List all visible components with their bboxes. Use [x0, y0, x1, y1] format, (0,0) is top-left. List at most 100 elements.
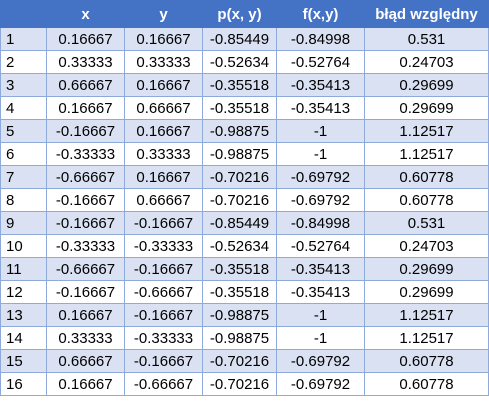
cell-index: 12 — [0, 280, 47, 304]
cell-p: -0.52634 — [202, 234, 277, 258]
cell-y: -0.33333 — [124, 326, 203, 350]
header-x: x — [46, 0, 125, 28]
cell-relative-error: 0.60778 — [364, 349, 489, 373]
cell-x: 0.66667 — [46, 73, 125, 97]
cell-y: -0.33333 — [124, 234, 203, 258]
cell-relative-error: 0.531 — [364, 27, 489, 51]
cell-p: -0.98875 — [202, 303, 277, 327]
cell-index: 2 — [0, 50, 47, 74]
cell-x: 0.66667 — [46, 349, 125, 373]
cell-f: -0.52764 — [276, 234, 365, 258]
cell-p: -0.70216 — [202, 349, 277, 373]
cell-y: 0.33333 — [124, 50, 203, 74]
cell-f: -0.35413 — [276, 73, 365, 97]
cell-f: -0.52764 — [276, 50, 365, 74]
cell-p: -0.98875 — [202, 326, 277, 350]
cell-index: 9 — [0, 211, 47, 235]
cell-f: -0.35413 — [276, 96, 365, 120]
cell-f: -0.35413 — [276, 280, 365, 304]
header-f: f(x,y) — [276, 0, 365, 28]
cell-f: -1 — [276, 119, 365, 143]
cell-f: -0.35413 — [276, 257, 365, 281]
cell-x: 0.16667 — [46, 27, 125, 51]
cell-y: 0.66667 — [124, 188, 203, 212]
cell-index: 14 — [0, 326, 47, 350]
cell-relative-error: 0.60778 — [364, 372, 489, 396]
header-p: p(x, y) — [202, 0, 277, 28]
cell-relative-error: 0.29699 — [364, 280, 489, 304]
table-header: x y p(x, y) f(x,y) błąd względny — [0, 0, 489, 28]
cell-p: -0.98875 — [202, 142, 277, 166]
table-body: 1 0.16667 0.16667 -0.85449 -0.84998 0.531 2 0.3… — [0, 27, 489, 396]
table-row: 5 -0.16667 0.16667 -0.98875 -1 1.12517 — [0, 119, 489, 143]
cell-y: 0.16667 — [124, 27, 203, 51]
cell-index: 13 — [0, 303, 47, 327]
cell-f: -1 — [276, 142, 365, 166]
cell-x: -0.66667 — [46, 165, 125, 189]
cell-y: -0.66667 — [124, 372, 203, 396]
cell-relative-error: 1.12517 — [364, 326, 489, 350]
cell-y: 0.16667 — [124, 73, 203, 97]
cell-f: -0.69792 — [276, 188, 365, 212]
cell-y: 0.16667 — [124, 119, 203, 143]
cell-index: 6 — [0, 142, 47, 166]
cell-relative-error: 0.531 — [364, 211, 489, 235]
cell-f: -1 — [276, 303, 365, 327]
cell-f: -1 — [276, 326, 365, 350]
cell-index: 16 — [0, 372, 47, 396]
cell-p: -0.52634 — [202, 50, 277, 74]
table-row: 6 -0.33333 0.33333 -0.98875 -1 1.12517 — [0, 142, 489, 166]
cell-f: -0.69792 — [276, 372, 365, 396]
cell-x: -0.16667 — [46, 188, 125, 212]
cell-index: 15 — [0, 349, 47, 373]
header-y: y — [124, 0, 203, 28]
cell-y: -0.66667 — [124, 280, 203, 304]
cell-relative-error: 0.29699 — [364, 257, 489, 281]
table-row: 14 0.33333 -0.33333 -0.98875 -1 1.12517 — [0, 326, 489, 350]
cell-index: 11 — [0, 257, 47, 281]
cell-x: -0.16667 — [46, 280, 125, 304]
cell-p: -0.35518 — [202, 73, 277, 97]
table-row: 3 0.66667 0.16667 -0.35518 -0.35413 0.29699 — [0, 73, 489, 97]
cell-x: -0.16667 — [46, 119, 125, 143]
cell-y: 0.16667 — [124, 165, 203, 189]
cell-x: -0.16667 — [46, 211, 125, 235]
cell-f: -0.69792 — [276, 349, 365, 373]
cell-relative-error: 1.12517 — [364, 142, 489, 166]
cell-y: 0.66667 — [124, 96, 203, 120]
table-row: 10 -0.33333 -0.33333 -0.52634 -0.52764 0.2470… — [0, 234, 489, 258]
table-row: 9 -0.16667 -0.16667 -0.85449 -0.84998 0.531 — [0, 211, 489, 235]
cell-index: 3 — [0, 73, 47, 97]
cell-x: 0.16667 — [46, 303, 125, 327]
table-row: 2 0.33333 0.33333 -0.52634 -0.52764 0.24703 — [0, 50, 489, 74]
cell-index: 10 — [0, 234, 47, 258]
cell-index: 5 — [0, 119, 47, 143]
cell-p: -0.85449 — [202, 211, 277, 235]
cell-p: -0.98875 — [202, 119, 277, 143]
cell-x: 0.33333 — [46, 50, 125, 74]
cell-relative-error: 1.12517 — [364, 119, 489, 143]
table-row: 15 0.66667 -0.16667 -0.70216 -0.69792 0.60778 — [0, 349, 489, 373]
header-relative-error: błąd względny — [364, 0, 489, 28]
table-row: 7 -0.66667 0.16667 -0.70216 -0.69792 0.60778 — [0, 165, 489, 189]
cell-y: -0.16667 — [124, 211, 203, 235]
cell-relative-error: 0.24703 — [364, 234, 489, 258]
cell-p: -0.70216 — [202, 165, 277, 189]
cell-p: -0.85449 — [202, 27, 277, 51]
cell-y: 0.33333 — [124, 142, 203, 166]
cell-x: 0.16667 — [46, 372, 125, 396]
cell-y: -0.16667 — [124, 349, 203, 373]
table-row: 16 0.16667 -0.66667 -0.70216 -0.69792 0.60778 — [0, 372, 489, 396]
cell-relative-error: 0.24703 — [364, 50, 489, 74]
cell-index: 8 — [0, 188, 47, 212]
table-row: 12 -0.16667 -0.66667 -0.35518 -0.35413 0.2969… — [0, 280, 489, 304]
table-row: 11 -0.66667 -0.16667 -0.35518 -0.35413 0.2969… — [0, 257, 489, 281]
cell-relative-error: 0.29699 — [364, 96, 489, 120]
cell-x: 0.33333 — [46, 326, 125, 350]
cell-relative-error: 0.60778 — [364, 188, 489, 212]
header-index — [0, 0, 47, 28]
cell-y: -0.16667 — [124, 303, 203, 327]
cell-y: -0.16667 — [124, 257, 203, 281]
cell-relative-error: 1.12517 — [364, 303, 489, 327]
cell-p: -0.35518 — [202, 280, 277, 304]
